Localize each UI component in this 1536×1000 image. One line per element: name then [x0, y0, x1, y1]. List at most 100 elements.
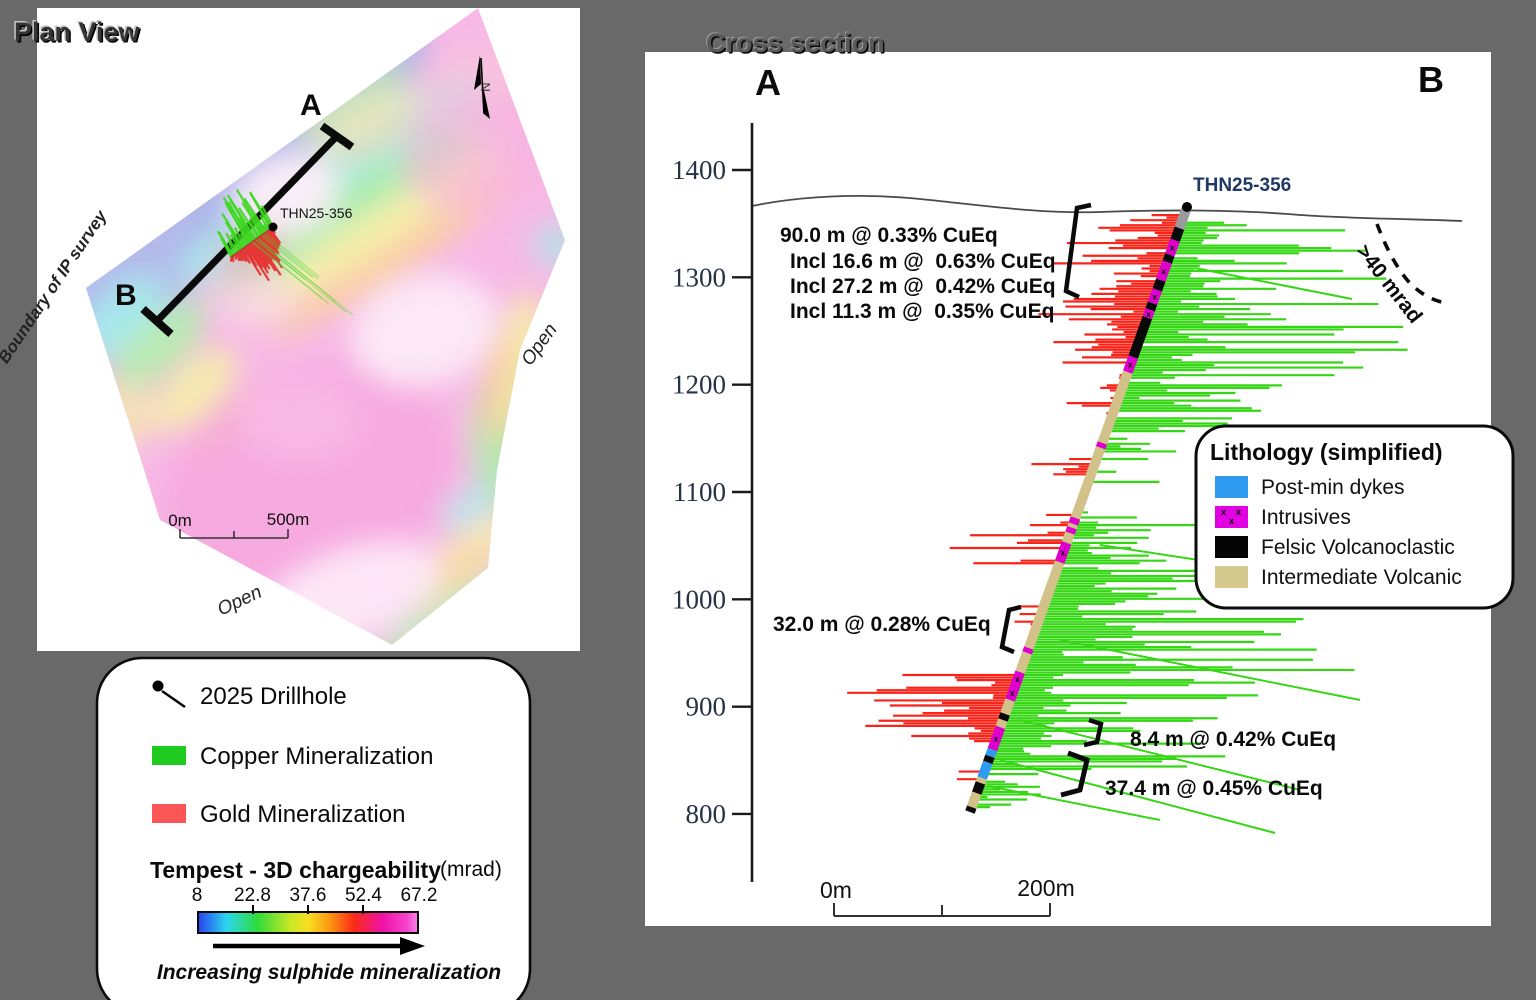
litho-swatch-3 [1215, 566, 1248, 588]
litho-magenta [1123, 355, 1138, 374]
litho-magenta [1142, 308, 1155, 320]
svg-text:x: x [1061, 548, 1066, 557]
litho-black [1145, 301, 1158, 312]
litho-black [1170, 226, 1185, 242]
increase-arrow-icon [213, 937, 425, 955]
legend-gold-label: Gold Mineralization [200, 801, 405, 828]
xs-label-b: B [1418, 59, 1444, 100]
litho-tan [1000, 698, 1015, 716]
section-label-a: A [300, 89, 322, 122]
xs-scalebar [833, 903, 1051, 917]
cross-section-title: Cross section [706, 28, 885, 58]
svg-text:x: x [1170, 244, 1175, 253]
tempest-unit: (mrad) [440, 858, 502, 881]
interval-37: 37.4 m @ 0.45% CuEq [1105, 777, 1323, 800]
plan-drillhole-fan [216, 189, 353, 316]
plan-hole-label: THN25-356 [280, 205, 353, 221]
plan-scale-left: 0m [168, 511, 192, 530]
plan-view-title: Plan View [14, 17, 141, 47]
litho-label-0: Post-min dykes [1261, 476, 1405, 499]
elev-tick-label: 1400 [672, 155, 726, 185]
svg-text:x: x [1229, 516, 1234, 526]
elev-tick-label: 1100 [673, 477, 726, 507]
legend-drillhole-label: 2025 Drillhole [200, 683, 347, 710]
litho-magenta [1147, 288, 1162, 305]
elev-tick-label: 1200 [672, 370, 726, 400]
litho-black [965, 805, 977, 814]
litho-tan [1061, 531, 1075, 545]
cbar-tick-label: 67.2 [401, 885, 438, 906]
lithology-legend: Lithology (simplified) Post-min dykes x xx… [1194, 424, 1515, 610]
colorbar-tick-labels: 8 22.8 37.6 52.4 67.2 [192, 885, 438, 906]
litho-magenta [1068, 516, 1081, 526]
plan-collar-dot [268, 222, 278, 232]
litho-tan [1015, 651, 1032, 674]
elev-tick-label: 900 [686, 692, 727, 722]
litho-tan [975, 776, 987, 785]
tempest-title: Tempest - 3D chargeability [150, 857, 441, 883]
elev-tick-label: 1000 [672, 584, 726, 614]
cbar-tick-label: 8 [192, 885, 203, 906]
svg-text:x: x [1236, 507, 1241, 517]
litho-magenta [987, 725, 1006, 752]
litho-magenta [1165, 238, 1180, 257]
litho-black [983, 754, 995, 765]
interval-32: 32.0 m @ 0.28% CuEq [773, 613, 991, 636]
north-letter: N [478, 82, 493, 91]
litho-black [972, 781, 986, 795]
litho-tan [1067, 522, 1078, 530]
litho-black [1128, 316, 1152, 359]
litho-black [1152, 278, 1166, 292]
gold-swatch [152, 804, 186, 823]
litho-label-2: Felsic Volcanoclastic [1261, 536, 1455, 559]
xs-scale-right: 200m [1017, 875, 1075, 901]
copper-swatch [152, 746, 186, 765]
litho-magenta [1054, 541, 1072, 564]
cbar-tick-label: 22.8 [234, 885, 271, 906]
mrad-contour-dashed [1375, 223, 1446, 305]
xs-label-a: A [755, 62, 781, 103]
legend-copper-label: Copper Mineralization [200, 743, 433, 770]
litho-black [998, 712, 1010, 722]
plan-scalebar [179, 529, 289, 539]
litho-magenta [1022, 646, 1034, 655]
interval-90: 90.0 m @ 0.33% CuEq [780, 224, 998, 247]
elevation-ticks: 1400 1300 1200 1100 1000 900 800 [672, 155, 752, 829]
litho-magenta [1156, 260, 1172, 282]
litho-black [1162, 253, 1175, 264]
topography-line [751, 195, 1463, 222]
litho-tan [995, 718, 1008, 729]
elev-tick-label: 1300 [672, 262, 726, 292]
litho-magenta [1005, 670, 1025, 702]
north-arrow-icon: N [474, 55, 493, 119]
lithology-legend-title: Lithology (simplified) [1210, 439, 1443, 465]
svg-text:x: x [1015, 675, 1020, 684]
chargeability-colorbar [197, 911, 419, 934]
litho-label-1: Intrusives [1261, 506, 1351, 529]
litho-swatch-2 [1215, 536, 1248, 558]
litho-tan [1024, 560, 1065, 650]
xs-hole-label: THN25-356 [1193, 175, 1291, 196]
xs-scale-left: 0m [820, 877, 852, 903]
litho-magenta [1095, 441, 1108, 450]
litho-swatch-1 [1215, 506, 1248, 528]
svg-text:x: x [994, 734, 999, 743]
litho-magenta [1065, 525, 1077, 535]
interval-brackets [999, 202, 1104, 798]
cbar-tick-label: 37.6 [290, 885, 327, 906]
collar-dot [1182, 202, 1192, 212]
svg-text:x: x [1128, 361, 1133, 370]
svg-text:x: x [1152, 293, 1157, 302]
colorbar-ticks [252, 905, 364, 914]
interval-incl11: Incl 11.3 m @ 0.35% CuEq [790, 300, 1054, 323]
litho-swatch-0 [1215, 476, 1248, 498]
drillhole-pin-icon [152, 680, 186, 708]
legend-caption: Increasing sulphide mineralization [157, 961, 501, 984]
plan-scale-right: 500m [267, 510, 310, 529]
svg-text:x: x [1146, 310, 1151, 319]
svg-text:x: x [1161, 267, 1166, 276]
litho-blue [985, 747, 998, 759]
